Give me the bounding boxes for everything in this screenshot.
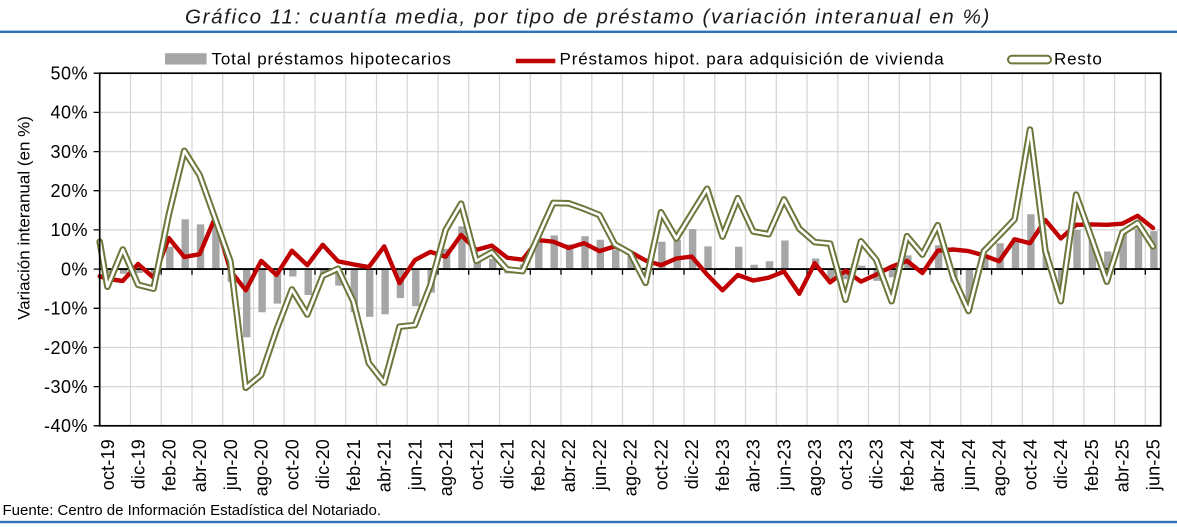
svg-text:ago-23: ago-23 bbox=[805, 439, 825, 496]
svg-text:jun-20: jun-20 bbox=[221, 439, 241, 491]
svg-text:Total préstamos hipotecarios: Total préstamos hipotecarios bbox=[212, 50, 452, 69]
svg-text:feb-24: feb-24 bbox=[897, 439, 917, 491]
svg-text:dic-21: dic-21 bbox=[498, 439, 518, 489]
svg-text:Resto: Resto bbox=[1054, 50, 1103, 69]
svg-text:Fuente: Centro de Información: Fuente: Centro de Información Estadístic… bbox=[3, 502, 382, 519]
svg-text:abr-22: abr-22 bbox=[559, 439, 579, 492]
svg-text:oct-19: oct-19 bbox=[98, 439, 118, 490]
svg-text:feb-23: feb-23 bbox=[713, 439, 733, 491]
svg-text:Variación interanual (en %): Variación interanual (en %) bbox=[15, 116, 34, 320]
svg-text:dic-22: dic-22 bbox=[682, 439, 702, 489]
svg-text:feb-25: feb-25 bbox=[1082, 439, 1102, 491]
svg-text:jun-23: jun-23 bbox=[774, 439, 794, 491]
svg-text:30%: 30% bbox=[50, 142, 88, 162]
svg-text:jun-25: jun-25 bbox=[1143, 439, 1163, 491]
svg-text:Gráfico 11: cuantía media, por: Gráfico 11: cuantía media, por tipo de p… bbox=[185, 6, 991, 29]
svg-text:-30%: -30% bbox=[44, 377, 88, 397]
svg-text:jun-21: jun-21 bbox=[405, 439, 425, 491]
svg-text:abr-23: abr-23 bbox=[744, 439, 764, 492]
svg-text:abr-25: abr-25 bbox=[1113, 439, 1133, 492]
svg-text:jun-22: jun-22 bbox=[590, 439, 610, 491]
svg-text:oct-20: oct-20 bbox=[282, 439, 302, 490]
svg-text:ago-20: ago-20 bbox=[252, 439, 272, 496]
svg-text:ago-21: ago-21 bbox=[436, 439, 456, 496]
svg-text:abr-21: abr-21 bbox=[375, 439, 395, 492]
svg-text:-40%: -40% bbox=[44, 416, 88, 436]
svg-text:ago-22: ago-22 bbox=[621, 439, 641, 496]
svg-text:dic-20: dic-20 bbox=[313, 439, 333, 489]
svg-text:20%: 20% bbox=[50, 181, 88, 201]
svg-text:dic-19: dic-19 bbox=[129, 439, 149, 489]
svg-text:feb-21: feb-21 bbox=[344, 439, 364, 491]
svg-text:0%: 0% bbox=[61, 259, 88, 279]
svg-text:10%: 10% bbox=[50, 220, 88, 240]
svg-text:abr-24: abr-24 bbox=[928, 439, 948, 492]
svg-text:feb-20: feb-20 bbox=[159, 439, 179, 491]
svg-text:dic-24: dic-24 bbox=[1051, 439, 1071, 489]
svg-text:Préstamos hipot. para adquisic: Préstamos hipot. para adquisición de viv… bbox=[560, 50, 945, 69]
svg-text:dic-23: dic-23 bbox=[867, 439, 887, 489]
svg-text:abr-20: abr-20 bbox=[190, 439, 210, 492]
svg-text:oct-21: oct-21 bbox=[467, 439, 487, 490]
svg-text:-10%: -10% bbox=[44, 299, 88, 319]
svg-text:oct-23: oct-23 bbox=[836, 439, 856, 490]
svg-text:jun-24: jun-24 bbox=[959, 439, 979, 491]
svg-text:oct-22: oct-22 bbox=[651, 439, 671, 490]
svg-text:50%: 50% bbox=[50, 64, 88, 84]
svg-text:ago-24: ago-24 bbox=[990, 439, 1010, 496]
svg-text:oct-24: oct-24 bbox=[1020, 439, 1040, 490]
svg-text:feb-22: feb-22 bbox=[528, 439, 548, 491]
svg-text:-20%: -20% bbox=[44, 338, 88, 358]
svg-text:40%: 40% bbox=[50, 103, 88, 123]
